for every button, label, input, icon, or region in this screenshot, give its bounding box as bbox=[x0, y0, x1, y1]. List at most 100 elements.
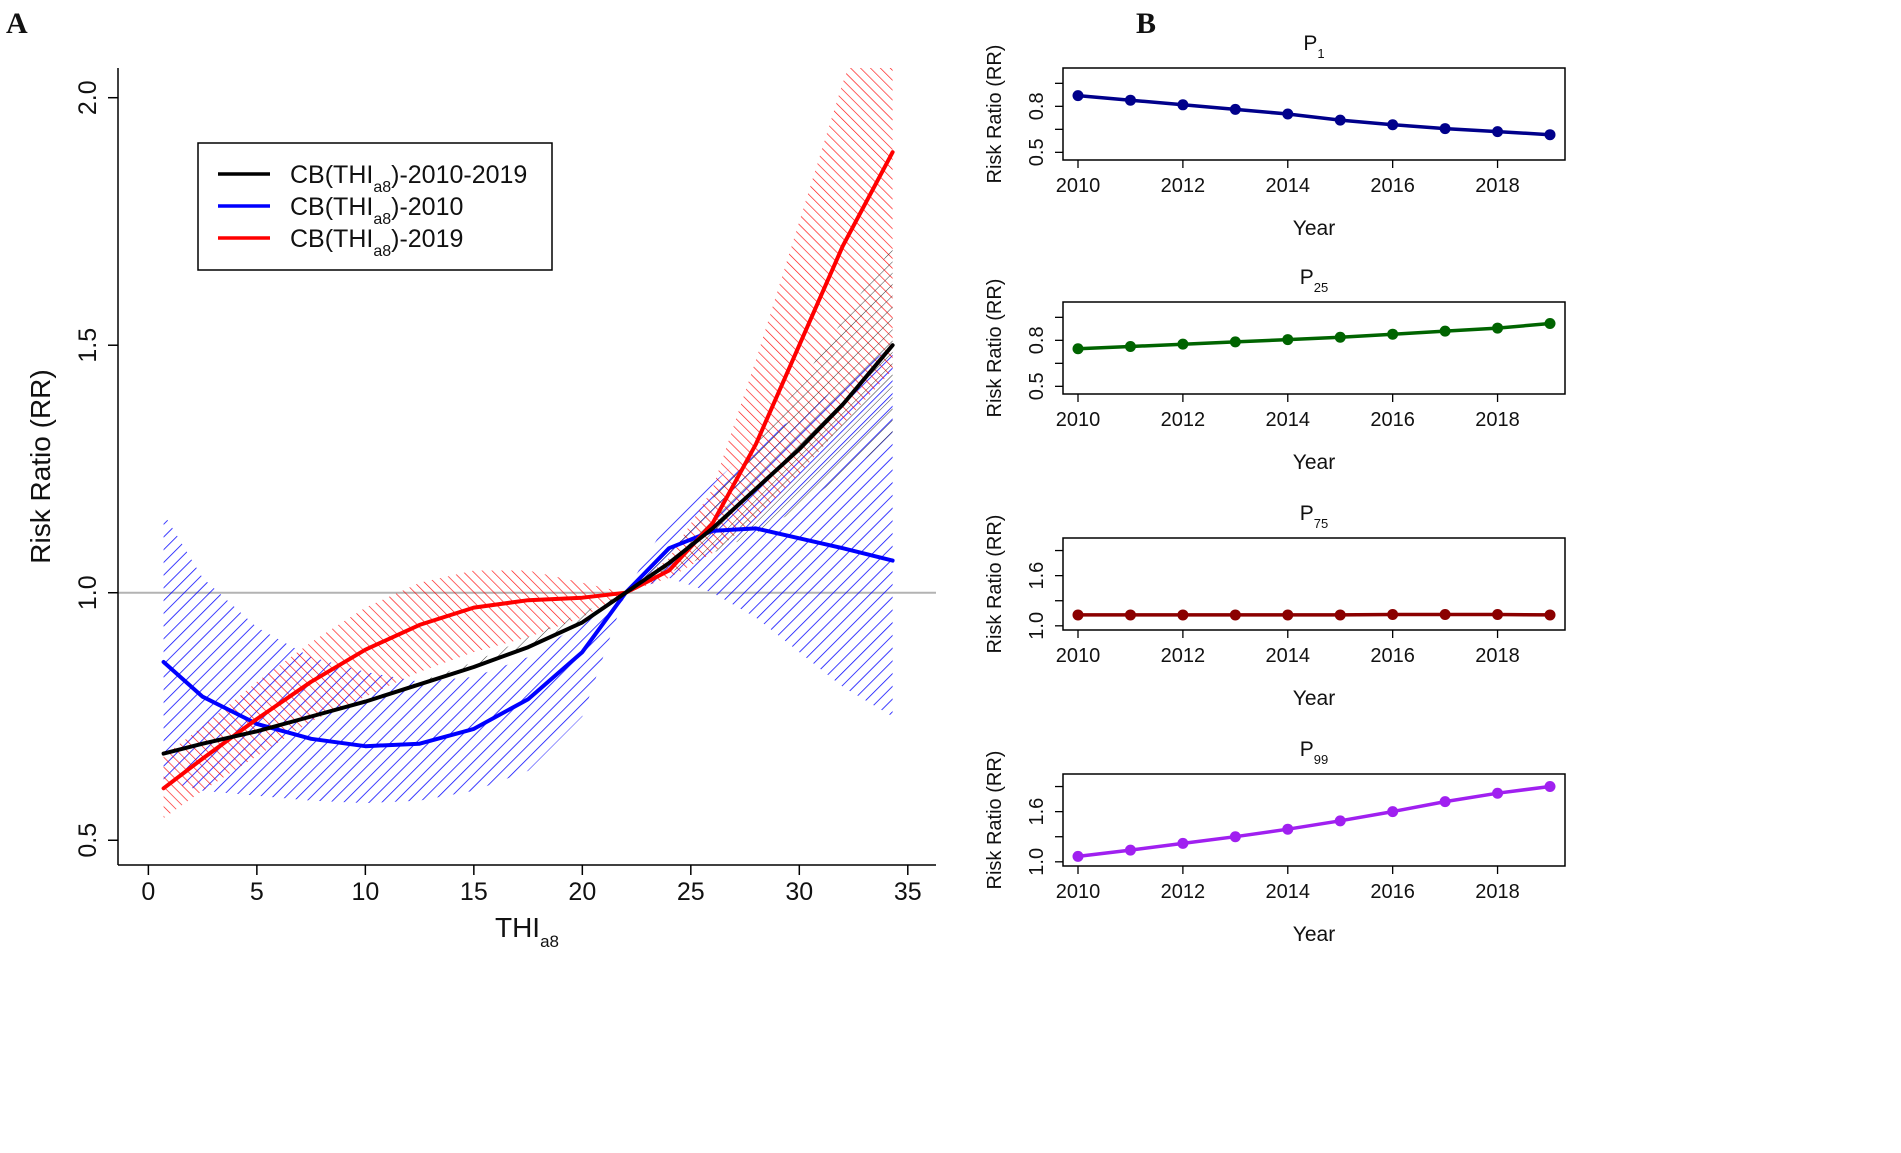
legend-entry-sub: a8 bbox=[373, 179, 391, 196]
panel-title-sub: 1 bbox=[1317, 46, 1324, 61]
data-point bbox=[1387, 609, 1398, 620]
data-point bbox=[1073, 90, 1084, 101]
data-point bbox=[1282, 334, 1293, 345]
x-tick-label: 2018 bbox=[1475, 175, 1520, 197]
x-tick-label: 5 bbox=[250, 878, 264, 906]
legend-entry-main: CB(THI bbox=[290, 193, 373, 221]
ci-bands bbox=[164, 0, 893, 818]
x-tick-label: 20 bbox=[568, 878, 596, 906]
data-point bbox=[1230, 104, 1241, 115]
x-tick-label: 2016 bbox=[1370, 409, 1415, 431]
data-point bbox=[1440, 796, 1451, 807]
data-point bbox=[1387, 806, 1398, 817]
x-tick-label: 2012 bbox=[1161, 645, 1206, 667]
data-point bbox=[1125, 845, 1136, 856]
x-tick-label: 2010 bbox=[1056, 409, 1101, 431]
plot-frame bbox=[1063, 302, 1565, 394]
panel-title: P25 bbox=[1300, 266, 1328, 295]
data-point bbox=[1073, 851, 1084, 862]
x-tick-label: 2018 bbox=[1475, 409, 1520, 431]
panel-title-main: P bbox=[1303, 32, 1317, 55]
data-point bbox=[1073, 343, 1084, 354]
y-tick-label: 1.0 bbox=[1026, 848, 1048, 876]
data-point bbox=[1125, 341, 1136, 352]
data-point bbox=[1492, 788, 1503, 799]
data-point bbox=[1545, 781, 1556, 792]
y-tick-label: 1.0 bbox=[74, 575, 102, 610]
x-tick-label: 2010 bbox=[1056, 175, 1101, 197]
plot-frame bbox=[1063, 68, 1565, 160]
x-tick-label: 30 bbox=[785, 878, 813, 906]
panel-title-sub: 99 bbox=[1314, 752, 1328, 767]
panel-title-sub: 25 bbox=[1314, 280, 1328, 295]
data-point bbox=[1073, 609, 1084, 620]
series-line bbox=[1078, 787, 1550, 857]
data-point bbox=[1492, 323, 1503, 334]
x-tick-label: 2014 bbox=[1266, 645, 1311, 667]
data-point bbox=[1282, 824, 1293, 835]
y-axis-title: Risk Ratio (RR) bbox=[984, 515, 1006, 654]
x-axis-title: Year bbox=[1293, 451, 1335, 474]
x-tick-label: 2012 bbox=[1161, 175, 1206, 197]
x-tick-label: 0 bbox=[141, 878, 155, 906]
data-point bbox=[1230, 831, 1241, 842]
panel-title-main: P bbox=[1300, 502, 1314, 525]
x-tick-label: 2014 bbox=[1266, 409, 1311, 431]
y-axis-title: Risk Ratio (RR) bbox=[984, 751, 1006, 890]
legend: CB(THIa8)-2010-2019CB(THIa8)-2010CB(THIa… bbox=[198, 143, 552, 270]
data-point bbox=[1440, 123, 1451, 134]
y-tick-label: 1.0 bbox=[1026, 612, 1048, 640]
y-axis-title: Risk Ratio (RR) bbox=[984, 45, 1006, 184]
data-point bbox=[1177, 99, 1188, 110]
y-tick-label: 0.5 bbox=[1026, 372, 1048, 400]
y-tick-label: 0.5 bbox=[74, 823, 102, 858]
y-tick-label: 0.5 bbox=[1026, 138, 1048, 166]
x-tick-label: 2016 bbox=[1370, 175, 1415, 197]
x-axis-title: Year bbox=[1293, 687, 1335, 710]
series-line bbox=[1078, 96, 1550, 135]
x-tick-label: 15 bbox=[460, 878, 488, 906]
data-point bbox=[1282, 109, 1293, 120]
y-axis-title: Risk Ratio (RR) bbox=[984, 279, 1006, 418]
x-tick-label: 10 bbox=[351, 878, 379, 906]
data-point bbox=[1230, 609, 1241, 620]
x-tick-label: 35 bbox=[894, 878, 922, 906]
x-tick-label: 2010 bbox=[1056, 645, 1101, 667]
data-point bbox=[1545, 609, 1556, 620]
series-line bbox=[1078, 324, 1550, 349]
x-axis-title-main: THI bbox=[495, 912, 540, 943]
x-tick-label: 25 bbox=[677, 878, 705, 906]
data-point bbox=[1177, 838, 1188, 849]
legend-entry-tail: )-2010-2019 bbox=[391, 161, 527, 189]
legend-entry-sub: a8 bbox=[373, 211, 391, 228]
data-point bbox=[1282, 609, 1293, 620]
x-tick-label: 2010 bbox=[1056, 881, 1101, 903]
x-tick-label: 2014 bbox=[1266, 175, 1311, 197]
panel-title-sub: 75 bbox=[1314, 516, 1328, 531]
x-tick-label: 2018 bbox=[1475, 881, 1520, 903]
plot-frame bbox=[1063, 774, 1565, 866]
data-point bbox=[1545, 318, 1556, 329]
data-point bbox=[1125, 95, 1136, 106]
data-point bbox=[1335, 332, 1346, 343]
panel-title-main: P bbox=[1300, 738, 1314, 761]
legend-entry-main: CB(THI bbox=[290, 161, 373, 189]
x-tick-label: 2016 bbox=[1370, 881, 1415, 903]
data-point bbox=[1335, 609, 1346, 620]
x-tick-label: 2016 bbox=[1370, 645, 1415, 667]
data-point bbox=[1335, 115, 1346, 126]
legend-entry-main: CB(THI bbox=[290, 225, 373, 253]
data-point bbox=[1545, 129, 1556, 140]
y-tick-label: 0.8 bbox=[1026, 92, 1048, 120]
data-point bbox=[1440, 609, 1451, 620]
x-axis-title: Year bbox=[1293, 217, 1335, 240]
x-axis-title: THIa8 bbox=[495, 912, 559, 951]
x-tick-label: 2018 bbox=[1475, 645, 1520, 667]
data-point bbox=[1335, 815, 1346, 826]
x-axis-title: Year bbox=[1293, 923, 1335, 946]
data-point bbox=[1492, 126, 1503, 137]
